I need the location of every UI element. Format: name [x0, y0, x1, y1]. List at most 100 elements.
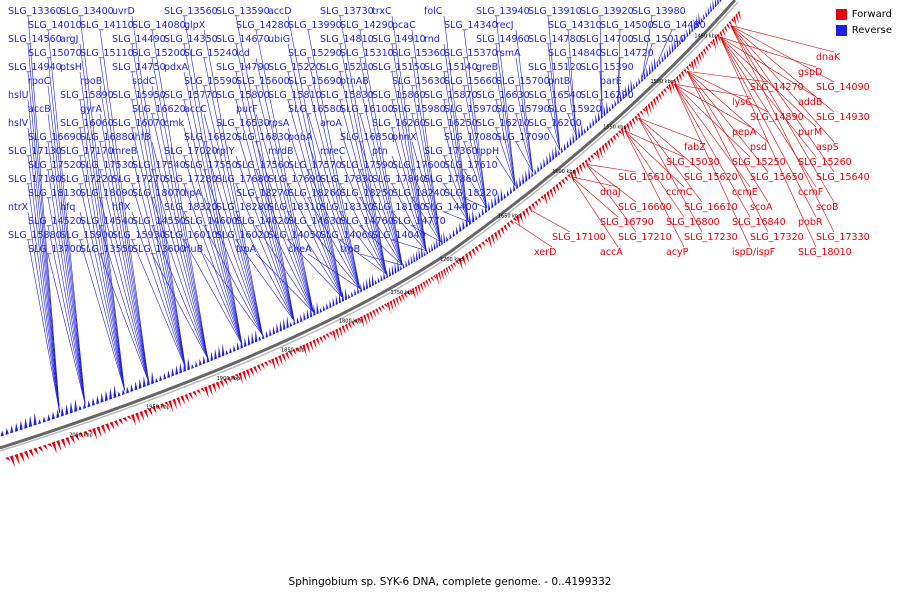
- reverse-leader-line: [443, 15, 469, 222]
- reverse-leader-line: [235, 127, 295, 322]
- reverse-gene-arrow: [698, 11, 701, 26]
- forward-gene-arrow: [419, 283, 424, 293]
- forward-leader-line: [687, 71, 769, 83]
- reverse-leader-line: [79, 239, 125, 391]
- forward-gene-arrow: [305, 342, 311, 354]
- kbp-scale: 1450 kbp 1500 kbp 1550 kbp 1600 kbp 1650 kbp…: [69, 33, 718, 438]
- forward-gene-arrow: [490, 234, 496, 246]
- reverse-gene-arrow: [688, 25, 691, 36]
- reverse-gene-arrow: [5, 427, 9, 435]
- forward-gene-arrow: [414, 286, 419, 298]
- forward-gene-arrow: [578, 164, 583, 174]
- reverse-gene-label: hslU: [8, 90, 29, 101]
- forward-gene-arrow: [546, 190, 551, 202]
- forward-gene-arrow: [366, 312, 371, 323]
- forward-gene-arrow: [28, 449, 34, 458]
- reverse-leader-line: [99, 57, 149, 382]
- reverse-gene-arrow: [491, 197, 494, 209]
- reverse-gene-arrow: [459, 222, 462, 233]
- reverse-gene-label: SLG_15860: [372, 90, 426, 101]
- reverse-gene-label: SLG_17860: [424, 174, 478, 185]
- forward-gene-arrow: [322, 334, 327, 341]
- forward-gene-arrow: [639, 110, 644, 116]
- reverse-gene-label: recJ: [496, 20, 514, 31]
- forward-gene-arrow: [328, 331, 334, 336]
- forward-gene-arrow: [168, 400, 174, 413]
- reverse-gene-arrow: [438, 235, 441, 247]
- forward-gene-arrow: [338, 327, 343, 338]
- reverse-gene-arrow: [96, 395, 100, 405]
- reverse-strand-track: [0, 0, 723, 437]
- forward-gene-arrow: [512, 217, 518, 222]
- reverse-leader-line: [255, 197, 314, 313]
- reverse-gene-arrow: [83, 402, 87, 409]
- reverse-gene-label: SLG_15830: [320, 90, 374, 101]
- reverse-gene-arrow: [369, 275, 372, 288]
- reverse-leader-line: [255, 141, 314, 313]
- forward-gene-arrow: [525, 207, 530, 217]
- forward-leader-line: [638, 117, 703, 173]
- reverse-gene-arrow: [319, 307, 323, 313]
- forward-gene-arrow: [631, 117, 636, 126]
- reverse-gene-label: trxC: [372, 6, 392, 17]
- reverse-leader-line: [183, 71, 243, 345]
- forward-gene-arrow: [192, 390, 198, 397]
- forward-gene-arrow: [481, 241, 486, 247]
- forward-gene-arrow: [113, 420, 119, 428]
- forward-gene-arrow: [590, 154, 595, 160]
- reverse-gene-arrow: [566, 139, 569, 149]
- forward-gene-arrow: [74, 434, 80, 442]
- reverse-gene-arrow: [42, 416, 46, 423]
- forward-gene-arrow: [184, 394, 190, 403]
- reverse-leader-line: [463, 169, 487, 209]
- reverse-leader-line: [547, 43, 561, 151]
- forward-leader-line: [638, 117, 703, 203]
- reverse-gene-label: ptsH: [60, 62, 82, 73]
- reverse-gene-arrow: [78, 405, 82, 411]
- reverse-gene-arrow: [296, 316, 300, 324]
- reverse-gene-arrow: [167, 370, 171, 379]
- reverse-gene-label: hfq: [60, 202, 75, 213]
- forward-gene-arrow: [267, 359, 273, 364]
- forward-gene-arrow: [172, 398, 178, 410]
- reverse-gene-arrow: [413, 252, 416, 263]
- reverse-gene-arrow: [564, 143, 567, 151]
- reverse-gene-label: SLG_16060: [60, 118, 114, 129]
- forward-gene-label: fabZ: [684, 142, 706, 153]
- reverse-gene-label: SLG_18250: [340, 188, 394, 199]
- forward-gene-arrow: [437, 271, 442, 283]
- reverse-gene-arrow: [506, 189, 510, 197]
- reverse-leader-line: [203, 253, 263, 336]
- reverse-gene-label: SLG_14750: [112, 62, 166, 73]
- reverse-gene-label: SLG_16070: [112, 118, 166, 129]
- reverse-leader-line: [656, 29, 673, 64]
- forward-gene-arrow: [534, 200, 539, 207]
- reverse-leader-line: [287, 71, 343, 298]
- forward-gene-arrow: [678, 73, 683, 82]
- reverse-gene-arrow: [74, 398, 78, 413]
- forward-gene-arrow: [528, 205, 533, 214]
- forward-gene-arrow: [575, 166, 580, 177]
- forward-gene-arrow: [506, 222, 511, 229]
- reverse-gene-arrow: [262, 333, 265, 340]
- reverse-gene-arrow: [614, 99, 617, 107]
- forward-leader-line: [571, 176, 619, 248]
- reverse-leader-line: [203, 85, 263, 336]
- reverse-gene-arrow: [693, 18, 696, 31]
- reverse-leader-line: [27, 71, 60, 414]
- forward-gene-label: dnaJ: [600, 187, 621, 198]
- forward-gene-arrow: [474, 246, 479, 254]
- forward-gene-arrow: [522, 210, 527, 221]
- forward-gene-label: SLG_16610: [684, 202, 738, 213]
- forward-leader-line: [730, 25, 835, 143]
- forward-gene-arrow: [23, 450, 30, 460]
- reverse-gene-arrow: [627, 81, 630, 95]
- reverse-gene-arrow: [606, 100, 609, 115]
- reverse-gene-label: uvrD: [112, 6, 135, 17]
- reverse-leader-line: [515, 29, 534, 173]
- forward-gene-arrow: [604, 142, 609, 152]
- reverse-gene-label: hflX: [112, 202, 131, 213]
- forward-gene-arrow: [435, 273, 440, 286]
- reverse-gene-arrow: [383, 271, 386, 280]
- forward-gene-label: SLG_16800: [666, 217, 720, 228]
